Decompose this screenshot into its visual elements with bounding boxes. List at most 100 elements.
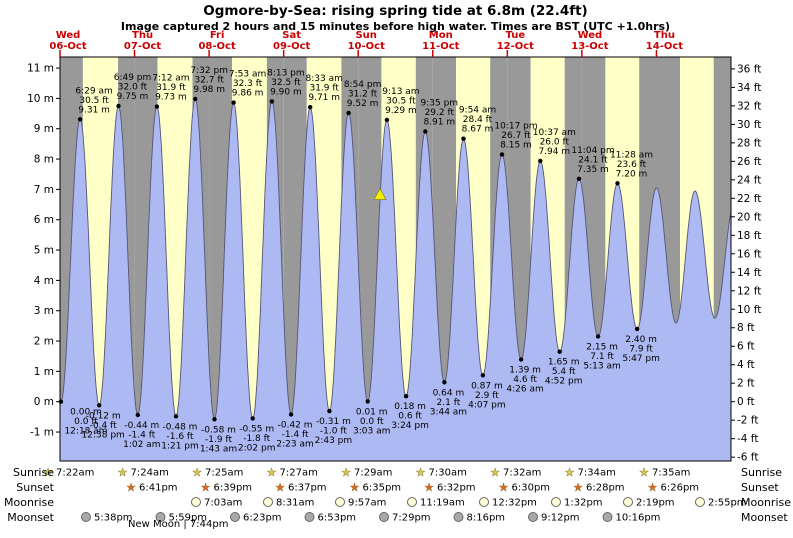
y-axis-label-right: -6 ft [737,452,758,464]
current-tide-marker [373,187,387,200]
y-axis-label-right: 16 ft [737,248,761,260]
high-tide-point [615,181,620,186]
high-tide-label: 28.4 ft [463,115,493,125]
y-axis-label-left: 10 m [27,93,54,105]
low-tide-label: 2:23 am [276,439,313,449]
low-tide-label: 0.0 ft [360,417,384,427]
high-tide-label: 8:13 pm [267,68,305,78]
sunset-icon: ★ [275,481,285,494]
y-axis-label-left: 6 m [34,214,54,226]
moonset-row-label-right: Moonset [741,511,788,524]
low-tide-label: 5.4 ft [552,367,576,377]
tide-area [60,99,731,461]
moonrise-icon [479,497,489,507]
low-tide-label: 0.00 m [70,408,102,418]
new-moon-label: New Moon | 7:44pm [128,519,229,530]
low-tide-label: 4:07 pm [468,400,506,410]
high-tide-label: 9.71 m [308,93,340,103]
y-axis-label-right: 30 ft [737,119,761,131]
high-tide-label: 9.29 m [385,106,417,116]
low-tide-label: 7.9 ft [629,344,653,354]
high-tide-label: 9:54 am [459,106,496,116]
day-label: Wed 06-Oct [49,30,86,52]
low-tide-label: 2.40 m [625,335,657,345]
high-tide-label: 26.0 ft [540,137,570,147]
high-tide-point [308,105,313,110]
moonset-time: 10:16pm [616,513,661,524]
high-tide-label: 9:35 pm [421,99,459,109]
high-tide-label: 8.67 m [462,125,494,135]
moonrise-time: 2:55pm [708,498,747,509]
high-tide-label: 9.52 m [347,99,379,109]
high-tide-label: 9.75 m [117,92,149,102]
y-axis-label-left: 3 m [34,305,54,317]
low-tide-label: -0.48 m [163,422,198,432]
y-axis-label-left: 9 m [34,123,54,135]
high-tide-label: 26.7 ft [501,131,531,141]
y-axis-label-left: 7 m [34,184,54,196]
sunset-icon: ★ [424,481,434,494]
low-tide-label: -1.6 ft [167,432,194,442]
y-axis-label-left: 2 m [34,336,54,348]
low-tide-label: 0.0 ft [74,417,98,427]
y-axis-label-right: 2 ft [737,378,755,390]
high-tide-label: 8.91 m [423,118,455,128]
low-tide-point [634,326,640,332]
y-axis-label-right: 14 ft [737,267,761,279]
high-tide-label: 6:49 pm [114,73,152,83]
page-title: Ogmore-by-Sea: rising spring tide at 6.8… [203,3,588,19]
moonrise-icon [551,497,561,507]
sunrise-time: 7:24am [131,468,169,479]
moonrise-row-label-left: Moonrise [4,496,54,509]
high-tide-label: 24.1 ft [578,155,608,165]
moonset-time: 6:23pm [243,513,282,524]
high-tide-label: 32.3 ft [233,79,263,89]
low-tide-label: 2:02 pm [238,443,276,453]
high-tide-label: 9.90 m [270,87,302,97]
sunrise-row-label-right: Sunrise [741,466,783,479]
moonset-icon [230,512,240,522]
day-label: Tue 12-Oct [497,30,534,52]
low-tide-label: 1.65 m [548,358,580,368]
moonset-icon [304,512,315,522]
y-axis-label-right: 4 ft [737,359,755,371]
high-tide-point [538,158,543,164]
moonset-icon [453,512,464,522]
high-tide-label: 7.94 m [538,147,570,157]
high-tide-point [154,104,160,109]
sunset-time: 6:35pm [363,483,402,494]
sunset-icon: ★ [648,481,658,494]
sunset-time: 6:37pm [288,483,327,494]
y-axis-label-right: 28 ft [737,137,761,149]
moonrise-row-label-right: Moonrise [741,496,791,509]
sunrise-icon: ★ [118,466,128,479]
y-axis-label-right: 32 ft [737,100,761,112]
moonset-time: 5:38pm [94,513,133,524]
sunset-time: 6:32pm [437,483,476,494]
sunrise-icon: ★ [565,466,575,479]
sunrise-icon: ★ [43,466,53,479]
high-tide-label: 8:54 pm [344,80,382,90]
y-axis-label-left: -1 m [30,427,54,439]
sunrise-icon: ★ [192,466,202,479]
high-tide-point [461,136,466,141]
low-tide-label: 0.64 m [433,388,465,398]
y-axis-label-right: 24 ft [737,174,761,186]
moonrise-icon [407,497,417,507]
moonset-time: 5:59pm [169,513,208,524]
high-tide-label: 9.98 m [193,85,225,95]
moonrise-time: 12:32pm [492,498,537,509]
low-tide-point [557,349,562,354]
moonset-time: 8:16pm [467,513,506,524]
moonset-icon [379,512,389,522]
high-tide-label: 7:32 pm [190,66,228,76]
low-tide-point [250,416,255,421]
low-tide-label: 12:38 pm [82,430,125,440]
sunrise-time: 7:30am [429,468,467,479]
moonrise-icon [335,497,345,507]
sunset-time: 6:39pm [214,483,253,494]
day-label: Wed 13-Oct [571,30,608,52]
y-axis-label-left: 1 m [34,366,54,378]
low-tide-label: -1.0 ft [320,427,347,437]
high-tide-label: 11:28 am [610,150,653,160]
